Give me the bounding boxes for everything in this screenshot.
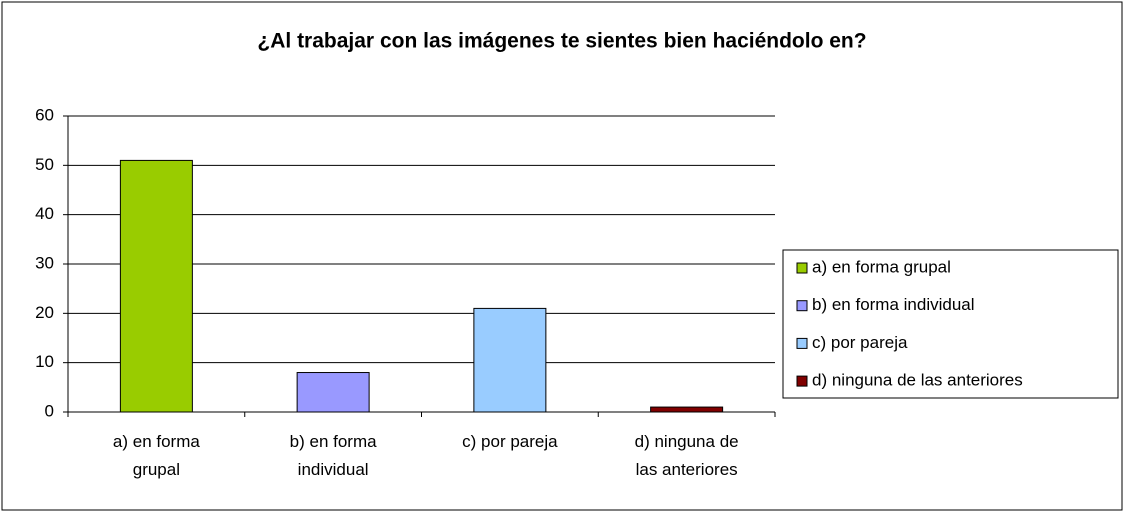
- chart-title: ¿Al trabajar con las imágenes te sientes…: [257, 30, 866, 53]
- y-tick-label: 20: [35, 303, 54, 322]
- y-tick-label: 40: [35, 204, 54, 223]
- legend-label: d) ninguna de las anteriores: [812, 371, 1023, 390]
- legend-label: b) en forma individual: [812, 295, 975, 314]
- x-tick-label: d) ninguna de las anteriores: [634, 432, 739, 479]
- x-tick-label: a) en forma grupal: [112, 432, 200, 479]
- y-tick-label: 60: [35, 105, 54, 124]
- legend-box: [782, 249, 1119, 399]
- bar: [296, 372, 370, 413]
- legend-label: a) en forma grupal: [812, 257, 951, 276]
- bar: [119, 159, 193, 413]
- legend-swatch: [796, 337, 808, 349]
- legend-swatch: [796, 300, 808, 312]
- y-tick-label: 30: [35, 253, 54, 272]
- legend-swatch: [796, 375, 808, 387]
- y-tick-label: 10: [35, 352, 54, 371]
- legend-label: c) por pareja: [812, 333, 908, 352]
- bar: [473, 307, 547, 413]
- y-tick-label: 0: [45, 401, 54, 420]
- x-tick-label: b) en forma individual: [289, 432, 377, 479]
- bar: [650, 406, 724, 413]
- legend-swatch: [796, 262, 808, 274]
- y-tick-label: 50: [35, 155, 54, 174]
- x-tick-label: c) por pareja: [462, 432, 558, 451]
